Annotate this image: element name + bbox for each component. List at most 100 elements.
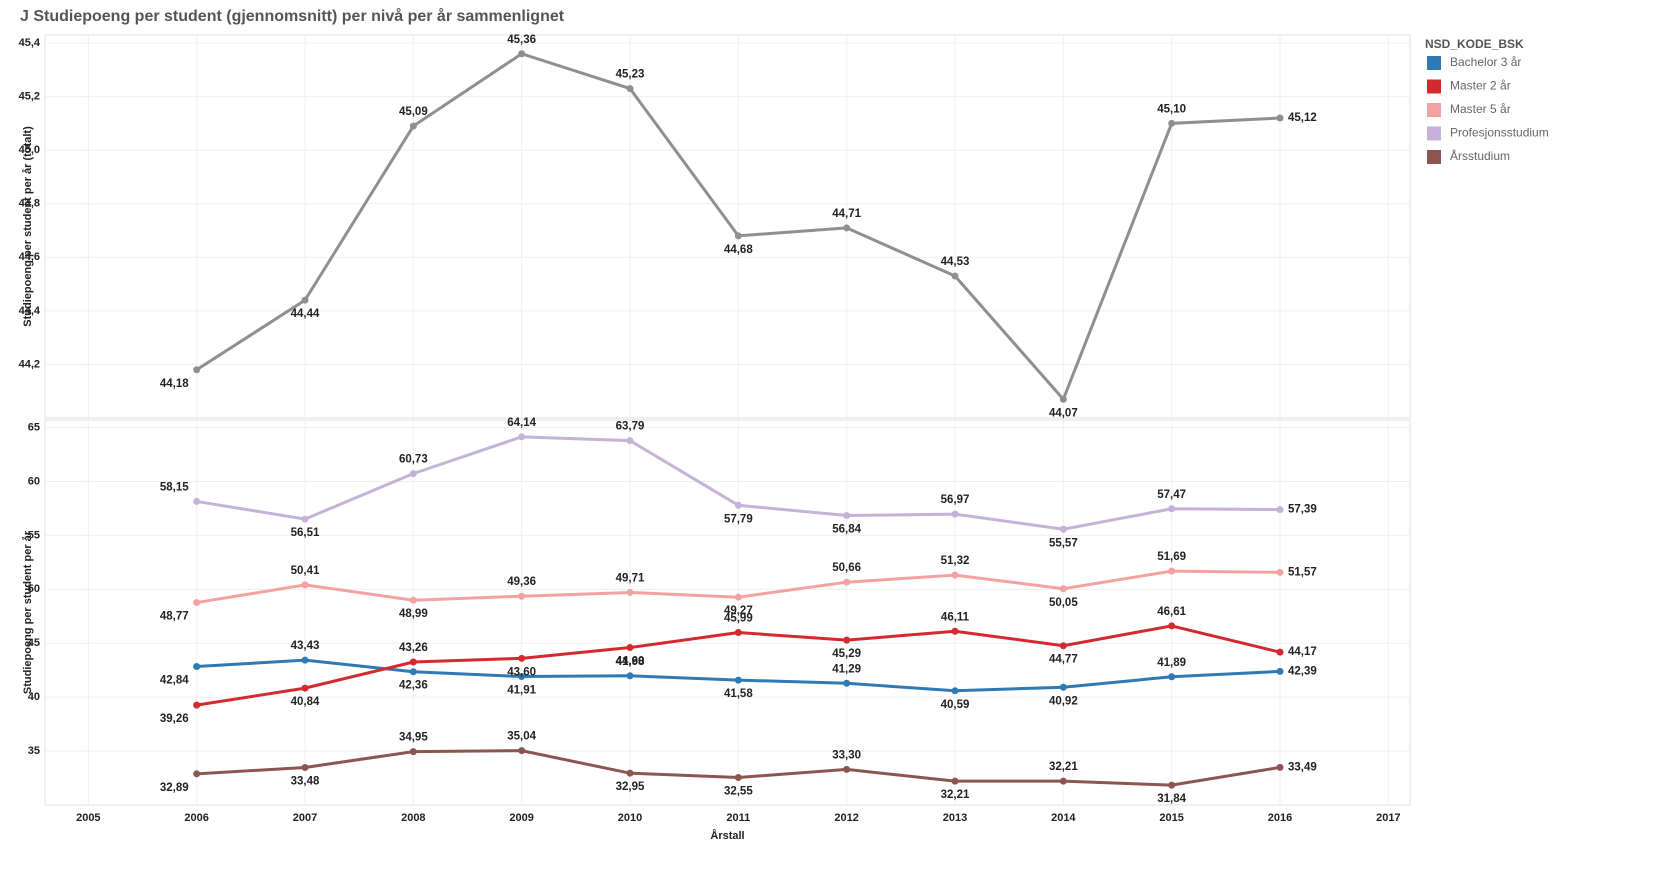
value-label: 44,07 (1049, 407, 1078, 419)
legend-swatch (1427, 126, 1441, 141)
data-point (1168, 505, 1176, 513)
y-tick-label: 44,6 (19, 251, 40, 263)
legend-title: NSD_KODE_BSK (1425, 37, 1524, 51)
value-label: 33,48 (291, 776, 320, 788)
y-tick-label: 45,2 (19, 91, 40, 103)
x-tick-label: 2014 (1051, 812, 1076, 824)
x-tick-label: 2015 (1159, 812, 1183, 824)
value-label: 49,27 (724, 605, 753, 617)
value-label: 57,47 (1157, 489, 1186, 501)
value-label: 39,26 (160, 713, 189, 725)
data-point (193, 701, 201, 709)
value-label: 45,09 (399, 106, 428, 118)
value-label: 46,11 (941, 611, 970, 623)
data-point (301, 763, 309, 771)
value-label: 44,17 (1288, 646, 1317, 658)
value-label: 45,29 (832, 648, 861, 660)
value-label: 46,61 (1157, 606, 1186, 618)
data-point (951, 510, 959, 518)
value-label: 41,91 (507, 685, 536, 697)
value-label: 32,21 (941, 789, 970, 801)
data-point (1276, 114, 1284, 122)
panel-frame (44, 34, 1411, 419)
x-tick-label: 2008 (401, 812, 425, 824)
value-label: 32,55 (724, 786, 753, 798)
legend-label: Bachelor 3 år (1450, 55, 1521, 69)
data-point (626, 588, 634, 596)
value-label: 44,53 (941, 256, 970, 268)
data-point (193, 599, 201, 607)
data-point (301, 684, 309, 692)
legend-swatch (1427, 103, 1441, 117)
y-axis-label: Studiepoeng per student per år (totalt) (22, 126, 34, 327)
data-point (1059, 525, 1067, 533)
value-label: 51,57 (1288, 566, 1317, 578)
x-tick-label: 2013 (943, 812, 967, 824)
y-tick-label: 40 (28, 691, 40, 703)
value-label: 48,99 (399, 608, 428, 620)
data-point (518, 592, 526, 600)
data-point (1168, 119, 1176, 127)
legend-label: Master 2 år (1450, 79, 1511, 93)
value-label: 50,66 (832, 562, 861, 574)
legend-swatch (1427, 56, 1441, 70)
data-point (951, 272, 959, 280)
legend-label: Master 5 år (1450, 102, 1511, 116)
panel-frame (44, 419, 1411, 806)
value-label: 48,77 (160, 611, 189, 623)
data-point (301, 296, 309, 304)
value-label: 57,79 (724, 513, 753, 525)
y-tick-label: 50 (28, 583, 40, 595)
data-point (409, 122, 417, 130)
value-label: 51,69 (1157, 551, 1186, 563)
data-point (518, 747, 526, 755)
value-label: 34,95 (399, 732, 428, 744)
value-label: 40,59 (941, 699, 970, 711)
data-point (734, 501, 742, 509)
data-point (1168, 567, 1176, 575)
value-label: 42,39 (1288, 665, 1317, 677)
value-label: 42,84 (160, 675, 189, 687)
value-label: 56,84 (832, 524, 861, 536)
value-label: 44,44 (291, 308, 320, 320)
value-label: 45,99 (724, 613, 753, 625)
data-point (1276, 763, 1284, 771)
y-axis-label: Studiepoeng per student per år (22, 530, 34, 694)
value-label: 49,36 (507, 576, 536, 588)
y-tick-label: 65 (28, 421, 40, 433)
data-point (193, 770, 201, 778)
data-point (951, 627, 959, 635)
value-label: 43,26 (399, 642, 428, 654)
data-point (951, 571, 959, 579)
data-point (1059, 777, 1067, 785)
value-label: 60,73 (399, 454, 428, 466)
value-label: 44,77 (1049, 654, 1078, 666)
data-point (843, 512, 851, 520)
data-point (1276, 568, 1284, 576)
data-point (1059, 395, 1067, 403)
value-label: 45,12 (1288, 112, 1317, 124)
value-label: 40,84 (291, 696, 320, 708)
legend-label: Profesjonsstudium (1450, 126, 1549, 140)
chart-title: J Studiepoeng per student (gjennomsnitt)… (20, 7, 565, 25)
data-point (843, 765, 851, 773)
data-point (1276, 506, 1284, 514)
data-point (1168, 781, 1176, 789)
value-label: 35,04 (507, 731, 536, 743)
value-label: 32,21 (1049, 761, 1078, 773)
legend-label: Årsstudium (1450, 148, 1510, 163)
value-label: 64,14 (507, 417, 536, 429)
x-tick-label: 2005 (76, 812, 100, 824)
value-label: 33,49 (1288, 761, 1317, 773)
data-point (843, 578, 851, 586)
data-point (843, 679, 851, 687)
data-point (193, 663, 201, 671)
data-point (1276, 667, 1284, 675)
value-label: 44,18 (160, 378, 189, 390)
data-point (1059, 585, 1067, 593)
value-label: 43,60 (507, 666, 536, 678)
data-point (409, 596, 417, 604)
data-point (518, 50, 526, 58)
value-label: 51,32 (941, 555, 970, 567)
